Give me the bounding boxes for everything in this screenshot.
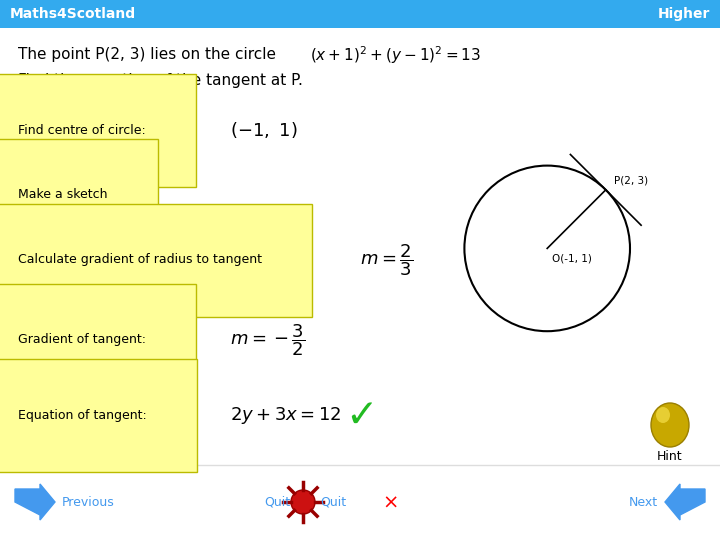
Text: Quit: Quit [264,496,290,509]
Text: P(2, 3): P(2, 3) [613,176,648,186]
Text: $\checkmark$: $\checkmark$ [345,396,373,434]
Text: Equation of tangent:: Equation of tangent: [18,408,147,422]
Text: Previous: Previous [62,496,114,509]
Polygon shape [665,484,705,520]
Text: Gradient of tangent:: Gradient of tangent: [18,334,146,347]
Polygon shape [15,484,55,520]
Text: Next: Next [629,496,658,509]
Text: $(x+1)^2+(y-1)^2=13$: $(x+1)^2+(y-1)^2=13$ [310,44,481,66]
Text: $2y + 3x = 12$: $2y + 3x = 12$ [230,404,341,426]
Text: Maths4Scotland: Maths4Scotland [10,7,136,21]
Ellipse shape [656,407,670,423]
Ellipse shape [651,403,689,447]
Text: $(-1,\ 1)$: $(-1,\ 1)$ [230,120,297,140]
Text: The point P(2, 3) lies on the circle: The point P(2, 3) lies on the circle [18,48,276,63]
Ellipse shape [464,166,630,331]
Text: $m = -\dfrac{3}{2}$: $m = -\dfrac{3}{2}$ [230,322,305,358]
Bar [0,0,720,28]
Text: Make a sketch: Make a sketch [18,188,107,201]
Text: Hint: Hint [657,450,683,463]
Text: $m = \dfrac{2}{3}$: $m = \dfrac{2}{3}$ [360,242,413,278]
Text: Quit: Quit [320,496,346,509]
Text: Find the equation of the tangent at P.: Find the equation of the tangent at P. [18,72,303,87]
Circle shape [291,490,315,514]
Text: Calculate gradient of radius to tangent: Calculate gradient of radius to tangent [18,253,262,267]
Text: Find centre of circle:: Find centre of circle: [18,124,145,137]
Text: $\times$: $\times$ [382,492,398,511]
Text: Higher: Higher [657,7,710,21]
Text: O(-1, 1): O(-1, 1) [552,253,592,264]
